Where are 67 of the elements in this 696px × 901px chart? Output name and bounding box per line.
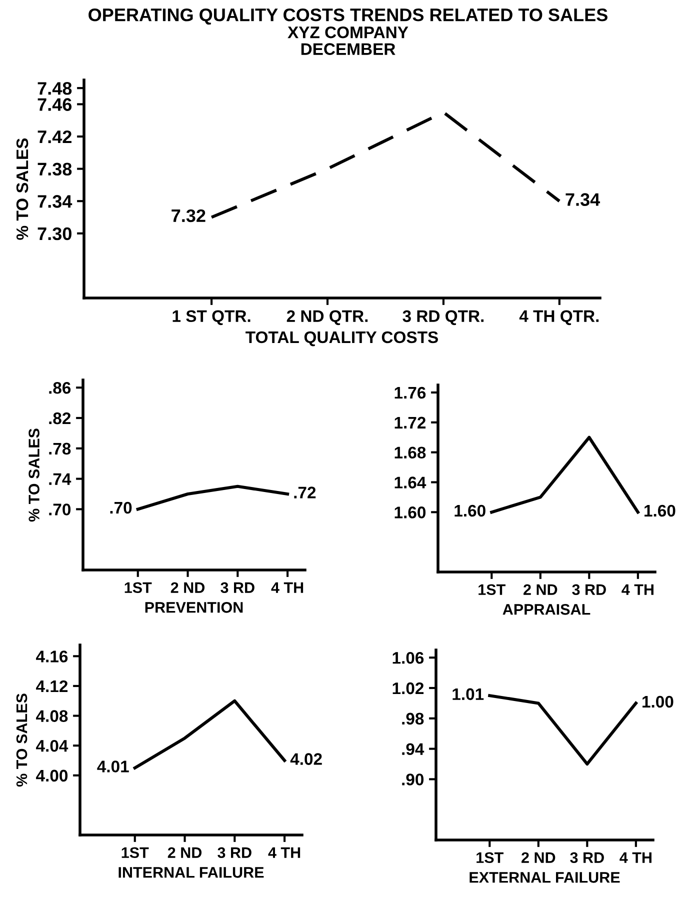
- data-label: .72: [294, 486, 316, 498]
- x-tick-label: 4 TH: [268, 847, 300, 858]
- x-axis-title: TOTAL QUALITY COSTS: [246, 331, 438, 346]
- data-label: 1.60: [454, 504, 486, 517]
- data-label: 1.00: [642, 696, 674, 708]
- x-tick-label: 1ST: [122, 847, 149, 858]
- y-tick-label: 4.08: [36, 710, 68, 722]
- y-tick-label: 1.60: [394, 506, 426, 518]
- chart-subtitle: XYZ COMPANY DECEMBER: [288, 26, 408, 55]
- data-label: 4.02: [290, 753, 322, 765]
- x-tick-label: 2 ND: [522, 852, 556, 863]
- x-tick-label: 3 RD: [570, 852, 604, 864]
- y-tick-label: 1.76: [394, 386, 426, 399]
- x-tick-label: 3 RD QTR.: [402, 310, 484, 326]
- x-tick-label: 2 ND: [170, 582, 205, 593]
- y-tick-label: 4.04: [36, 740, 68, 752]
- line-series: [133, 699, 286, 770]
- data-label: 7.34: [566, 193, 600, 206]
- x-axis-title: APPRAISAL: [502, 604, 590, 615]
- y-tick-label: 1.06: [392, 652, 424, 664]
- x-tick-label: 4 TH: [271, 582, 304, 593]
- y-tick-label: 4.16: [36, 650, 68, 662]
- y-tick-label: .86: [49, 382, 71, 394]
- x-axis-title: INTERNAL FAILURE: [118, 867, 264, 878]
- y-tick-label: 1.72: [394, 416, 426, 428]
- x-axis-title: PREVENTION: [145, 602, 243, 613]
- y-tick-label: .78: [49, 442, 71, 455]
- data-label: .70: [110, 502, 132, 514]
- x-tick-label: 1 ST QTR.: [172, 310, 250, 326]
- x-tick-label: 3 RD: [220, 582, 254, 594]
- y-tick-label: 1.68: [394, 446, 426, 459]
- y-tick-label: 1.64: [394, 476, 426, 488]
- x-tick-label: 1ST: [124, 582, 152, 594]
- x-tick-label: 4 TH: [622, 584, 654, 595]
- y-tick-label: .98: [402, 712, 424, 725]
- y-tick-label: .82: [49, 412, 71, 424]
- y-tick-label: .94: [402, 743, 424, 756]
- y-axis-title: % TO SALES: [16, 138, 28, 240]
- data-label: 1.60: [644, 504, 676, 517]
- text: 7.30: [38, 227, 72, 240]
- y-tick-label: .70: [49, 504, 71, 516]
- x-tick-label: 4 TH QTR.: [519, 310, 599, 326]
- x-tick-label: 3 RD: [218, 847, 252, 858]
- y-tick-label: 1.02: [392, 682, 424, 694]
- text: 7.46: [38, 98, 72, 111]
- x-tick-label: 1ST: [476, 852, 504, 864]
- text: 7.38: [38, 162, 72, 176]
- chart-title: OPERATING QUALITY COSTS TRENDS RELATED TO SALES: [88, 8, 608, 25]
- data-label: 1.01: [452, 688, 484, 700]
- x-tick-label: 4 TH: [620, 852, 652, 863]
- data-label: 4.01: [97, 760, 129, 772]
- text: 7.48: [38, 82, 72, 95]
- x-axis-title: EXTERNAL FAILURE: [470, 872, 620, 883]
- x-tick-label: 2 ND: [168, 847, 202, 858]
- x-tick-label: 2 ND QTR.: [286, 310, 368, 326]
- y-tick-label: 4.12: [36, 680, 68, 692]
- y-axis-title: % TO SALES: [28, 428, 40, 522]
- data-label: 7.32: [172, 209, 206, 222]
- y-tick-label: .74: [49, 473, 72, 485]
- x-tick-label: 2 ND: [524, 584, 558, 595]
- text: 7.34: [38, 195, 72, 208]
- y-tick-label: .90: [402, 774, 424, 786]
- x-tick-label: 1ST: [478, 584, 506, 596]
- y-axis-title: % TO SALES: [16, 694, 28, 787]
- y-tick-label: 4.00: [36, 770, 68, 782]
- x-tick-label: 3 RD: [572, 584, 606, 596]
- text: 7.42: [38, 130, 72, 144]
